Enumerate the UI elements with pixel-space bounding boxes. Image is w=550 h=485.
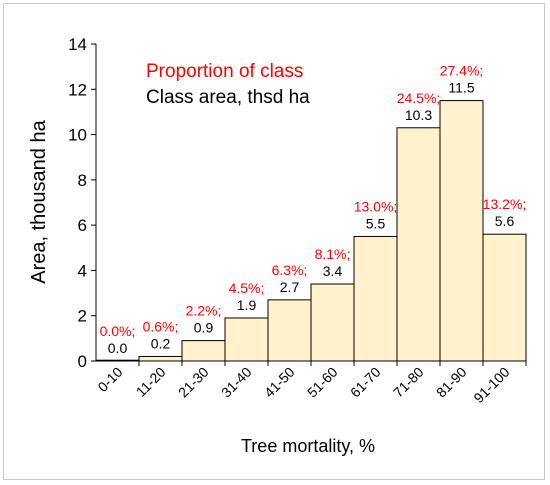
x-tick-label: 11-20 — [133, 364, 169, 400]
value-label: 0.9 — [194, 320, 214, 336]
y-tick-label: 12 — [68, 80, 87, 99]
value-label: 3.4 — [323, 263, 343, 279]
proportion-label: 13.0%; — [354, 198, 398, 214]
y-ticks: 0 2 4 6 8 10 12 14 — [68, 35, 96, 371]
proportion-label: 0.6%; — [143, 318, 179, 334]
value-label: 11.5 — [448, 80, 474, 96]
y-tick-label: 8 — [78, 171, 87, 190]
bar-31-40 — [224, 317, 269, 362]
bar-51-60 — [310, 283, 355, 362]
legend-class-area: Class area, thsd ha — [146, 87, 310, 108]
x-tick-label: 41-50 — [261, 364, 298, 401]
x-tick-label: 0-10 — [94, 364, 125, 395]
bar-81-90 — [439, 100, 484, 362]
proportion-label: 0.0%; — [100, 323, 136, 339]
x-tick-label: 71-80 — [390, 364, 427, 401]
bar-21-30 — [181, 340, 226, 362]
y-tick-label: 6 — [78, 216, 87, 235]
value-label: 0.2 — [151, 335, 171, 351]
proportion-label: 27.4%; — [440, 63, 484, 79]
x-tick-label: 51-60 — [304, 364, 341, 401]
bar-91-100 — [482, 233, 527, 362]
y-tick-label: 0 — [78, 352, 87, 371]
proportion-label: 13.2%; — [483, 196, 527, 212]
value-label: 10.3 — [405, 107, 432, 123]
x-axis-title: Tree mortality, % — [241, 436, 375, 456]
legend-proportion-of-class: Proportion of class — [146, 61, 303, 82]
proportion-label: 4.5%; — [229, 280, 265, 296]
bar-0-10 — [95, 359, 140, 362]
bar-11-20 — [138, 355, 183, 362]
y-tick-label: 10 — [68, 126, 87, 145]
x-tick-label: 91-100 — [470, 364, 512, 406]
proportion-label: 24.5%; — [397, 90, 441, 106]
bar-71-80 — [396, 127, 441, 362]
x-ticks: 0-10 11-20 21-30 31-40 41-50 51-60 61-70 71-80 8… — [94, 361, 527, 406]
value-label: 1.9 — [237, 297, 257, 313]
value-label: 2.7 — [280, 279, 300, 295]
proportion-label: 2.2%; — [186, 303, 222, 319]
value-label: 5.5 — [366, 215, 386, 231]
y-tick-label: 14 — [68, 35, 87, 54]
x-tick-label: 81-90 — [433, 364, 470, 401]
bar-41-50 — [267, 299, 312, 362]
x-tick-label: 61-70 — [347, 364, 384, 401]
value-label: 0.0 — [108, 340, 128, 356]
y-tick-label: 4 — [78, 261, 87, 280]
x-tick-label: 21-30 — [175, 364, 212, 401]
proportion-label: 6.3%; — [272, 262, 308, 278]
bars — [95, 100, 527, 362]
bar-61-70 — [353, 235, 398, 362]
data-labels: 0.00.0%; 0.20.6%; 0.92.2%; 1.94.5%; 2.76.3%;… — [100, 63, 527, 356]
y-axis-title: Area, thousand ha — [28, 119, 50, 283]
y-tick-label: 2 — [78, 307, 87, 326]
proportion-label: 8.1%; — [315, 246, 351, 262]
value-label: 5.6 — [495, 213, 515, 229]
x-tick-label: 31-40 — [218, 364, 255, 401]
